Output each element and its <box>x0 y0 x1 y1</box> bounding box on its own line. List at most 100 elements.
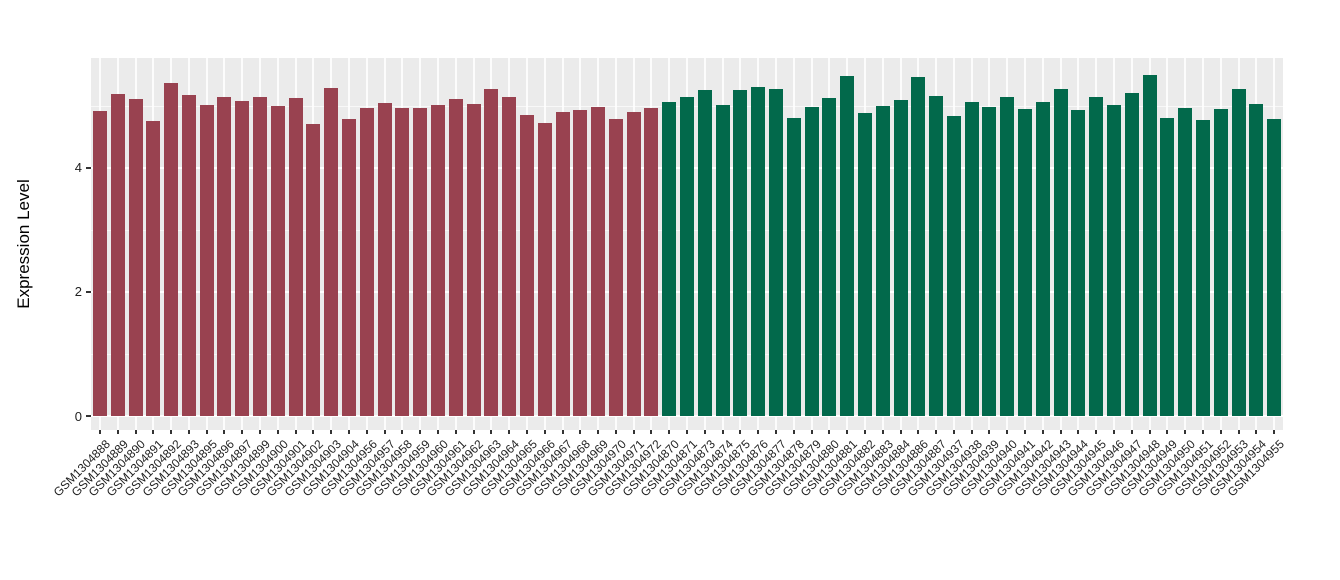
bar <box>377 103 392 416</box>
x-tick-mark <box>579 430 582 434</box>
x-tick-mark <box>739 430 742 434</box>
x-tick-mark <box>846 430 849 434</box>
bar <box>466 104 481 416</box>
x-tick-mark <box>917 430 920 434</box>
x-tick-mark <box>1255 430 1258 434</box>
plot-panel <box>91 58 1283 430</box>
bar <box>128 99 143 416</box>
x-tick-mark <box>1024 430 1026 434</box>
x-tick-mark <box>881 430 884 434</box>
x-tick-mark <box>490 430 493 434</box>
bar <box>769 88 783 416</box>
bar <box>1053 88 1068 416</box>
bar <box>253 96 267 416</box>
bar <box>715 104 730 416</box>
bar <box>1000 96 1015 416</box>
x-tick-mark <box>1148 430 1151 434</box>
y-tick-mark <box>86 415 91 417</box>
x-tick-mark <box>1166 430 1169 434</box>
bar <box>1249 104 1264 416</box>
bar <box>1124 93 1139 416</box>
x-tick-mark <box>1095 430 1098 434</box>
x-tick-mark <box>294 430 297 434</box>
x-tick-mark <box>650 430 653 434</box>
x-tick-mark <box>436 430 439 434</box>
x-tick-mark <box>330 430 333 434</box>
x-tick-mark <box>935 430 938 434</box>
bar <box>537 122 552 416</box>
x-tick-mark <box>1059 430 1062 434</box>
y-tick-label: 4 <box>74 160 82 176</box>
bar <box>342 119 356 416</box>
x-tick-mark <box>614 430 617 434</box>
bar <box>448 99 463 416</box>
x-tick-mark <box>703 430 706 434</box>
bar <box>502 96 517 416</box>
x-tick-mark <box>170 430 173 434</box>
bar <box>697 90 712 416</box>
bar <box>164 83 179 416</box>
x-tick-mark <box>632 430 635 434</box>
bar <box>359 108 374 416</box>
x-tick-mark <box>98 430 101 434</box>
bar <box>288 98 303 416</box>
bar <box>680 96 694 416</box>
x-tick-mark <box>792 430 795 434</box>
x-tick-mark <box>454 430 457 434</box>
y-tick-label: 0 <box>74 408 82 424</box>
bar <box>964 101 979 416</box>
bar <box>395 108 410 416</box>
x-tick-mark <box>1077 430 1080 434</box>
bar <box>1231 88 1246 416</box>
x-tick-mark <box>383 430 386 434</box>
bar <box>857 113 872 416</box>
bar <box>893 99 908 416</box>
x-tick-mark <box>259 430 261 434</box>
bar <box>946 116 961 416</box>
bar <box>929 96 944 416</box>
x-tick-mark <box>401 430 404 434</box>
bar <box>519 114 534 416</box>
x-tick-mark <box>1184 430 1187 434</box>
y-axis-title: Expression Level <box>14 179 33 309</box>
bar <box>1213 109 1228 416</box>
bar <box>324 88 339 416</box>
bar <box>786 117 801 416</box>
bar <box>92 111 107 416</box>
bar <box>181 94 196 416</box>
x-tick-mark <box>472 430 475 434</box>
bar <box>555 111 570 416</box>
x-tick-mark <box>1130 430 1133 434</box>
x-tick-mark <box>525 430 528 434</box>
x-tick-mark <box>134 430 137 434</box>
x-tick-mark <box>828 430 831 434</box>
bar <box>608 119 623 416</box>
bar <box>573 109 588 416</box>
bar <box>591 106 605 416</box>
bar <box>1071 109 1086 416</box>
x-tick-mark <box>721 430 724 434</box>
y-tick-label: 2 <box>74 284 82 300</box>
bar <box>1178 108 1193 416</box>
bar <box>1018 109 1032 416</box>
x-tick-mark <box>988 430 991 434</box>
bar <box>1160 117 1175 416</box>
x-tick-mark <box>276 430 279 434</box>
bar <box>840 76 855 416</box>
bar <box>1035 101 1050 416</box>
x-tick-mark <box>668 430 671 434</box>
x-tick-mark <box>508 430 511 434</box>
x-tick-mark <box>205 430 208 434</box>
bar <box>110 94 125 416</box>
x-tick-mark <box>543 430 546 434</box>
x-tick-mark <box>561 430 564 434</box>
x-tick-mark <box>757 430 760 434</box>
x-tick-mark <box>1219 430 1222 434</box>
x-tick-mark <box>970 430 973 434</box>
x-tick-mark <box>775 430 777 434</box>
x-tick-mark <box>1201 430 1204 434</box>
bar <box>733 90 748 416</box>
bar <box>217 96 232 416</box>
bar <box>626 111 641 416</box>
